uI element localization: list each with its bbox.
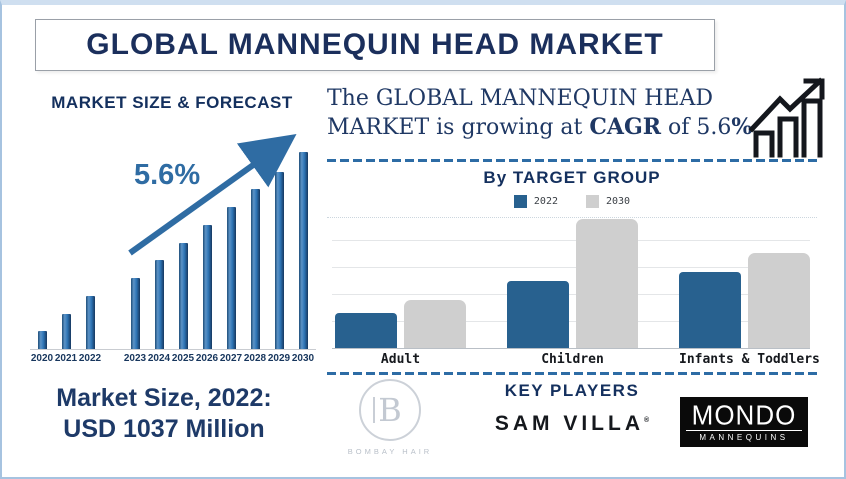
forecast-bar-group: 2027 <box>219 133 243 365</box>
category-label: Children <box>541 352 604 367</box>
market-size-line2: USD 1037 Million <box>63 415 265 443</box>
forecast-bar <box>274 171 284 349</box>
bombay-hair-monogram: B <box>373 391 402 429</box>
target-group-legend: 2022 2030 <box>327 195 817 208</box>
year-tick-label: 2021 <box>54 353 78 364</box>
forecast-bar <box>202 224 212 349</box>
bombay-hair-monogram-circle: B <box>359 379 421 441</box>
key-players-heading: KEY PLAYERS <box>504 381 640 400</box>
market-size-callout: Market Size, 2022: USD 1037 Million <box>20 383 308 445</box>
forecast-bar <box>298 152 308 349</box>
year-tick-label: 2028 <box>243 353 267 364</box>
bombay-hair-wordmark: BOMBAY HAIR <box>347 447 433 456</box>
category-label: Infants & Toddlers <box>679 352 820 367</box>
year-tick-label: 2024 <box>147 353 171 364</box>
year-tick-label: 2025 <box>171 353 195 364</box>
forecast-baseline <box>30 349 316 350</box>
target-group-bar-2030 <box>576 219 638 348</box>
forecast-bar-group: 2030 <box>291 133 315 365</box>
legend-swatch <box>513 195 527 208</box>
target-group-bar-2022 <box>335 313 397 348</box>
bar-group <box>335 300 466 348</box>
year-tick-label: 2022 <box>78 353 102 364</box>
legend-item: 2030 <box>586 195 630 208</box>
year-tick-label: 2030 <box>291 353 315 364</box>
market-size-forecast-heading: MARKET SIZE & FORECAST <box>51 93 293 112</box>
bar-group <box>507 219 638 348</box>
cagr-growth-label: 5.6% <box>134 159 201 191</box>
legend-item: 2022 <box>513 195 558 208</box>
year-tick-label: 2027 <box>219 353 243 364</box>
forecast-bar-group: 2021 <box>54 133 78 365</box>
market-size-line1: Market Size, 2022: <box>56 384 272 412</box>
cagr-pct-bold: % <box>731 114 753 140</box>
target-group-bar-2030 <box>748 252 810 348</box>
target-group-chart <box>332 219 810 349</box>
forecast-bar-group: 2023 <box>123 133 147 365</box>
target-group-heading: By TARGET GROUP <box>483 168 661 187</box>
forecast-bar-group: 2020 <box>30 133 54 365</box>
legend-label: 2022 <box>533 196 558 207</box>
bombay-hair-logo: B BOMBAY HAIR <box>342 379 438 456</box>
title-box: GLOBAL MANNEQUIN HEAD MARKET <box>35 19 715 71</box>
forecast-bars: 2020 2021 2022 2023 2024 2025 2026 2027 2028 2029… <box>30 133 320 365</box>
cagr-sentence: The GLOBAL MANNEQUIN HEAD MARKET is growi… <box>327 85 767 142</box>
cagr-line2-mid: of 5.6 <box>661 115 732 140</box>
year-tick-label: 2026 <box>195 353 219 364</box>
forecast-bar <box>226 207 236 349</box>
category-label: Adult <box>380 352 421 367</box>
bar-group <box>679 252 810 348</box>
legend-swatch <box>586 195 599 208</box>
dashed-divider-top <box>327 159 817 162</box>
forecast-bar <box>130 278 140 349</box>
cagr-bold: CAGR <box>589 114 662 140</box>
year-tick-label: 2020 <box>30 353 54 364</box>
cagr-line2-pre: MARKET is growing at <box>327 115 590 140</box>
mondo-divider-line <box>686 430 802 431</box>
dotted-divider <box>327 217 817 218</box>
target-group-bar-2022 <box>507 280 569 348</box>
registered-trademark-icon: ® <box>644 417 650 424</box>
sam-villa-logo: SAM VILLA® <box>484 412 660 436</box>
cagr-line1: The GLOBAL MANNEQUIN HEAD <box>327 86 713 111</box>
mannequins-wordmark: MANNEQUINS <box>699 433 789 442</box>
forecast-bar <box>178 242 188 349</box>
forecast-bar-group: 2028 <box>243 133 267 365</box>
target-group-bar-2030 <box>404 300 466 348</box>
market-size-forecast-chart: 2020 2021 2022 2023 2024 2025 2026 2027 2028 2029… <box>30 133 320 365</box>
year-tick-label: 2029 <box>267 353 291 364</box>
forecast-bar <box>154 260 164 349</box>
forecast-bar-group: 2029 <box>267 133 291 365</box>
forecast-bar <box>61 313 71 349</box>
forecast-bar-group: 2025 <box>171 133 195 365</box>
forecast-bar-group: 2026 <box>195 133 219 365</box>
forecast-bar <box>250 189 260 349</box>
mondo-mannequins-logo: MONDO MANNEQUINS <box>680 397 808 447</box>
page-title: GLOBAL MANNEQUIN HEAD MARKET <box>86 28 664 61</box>
sam-villa-wordmark: SAM VILLA <box>494 412 644 435</box>
forecast-bar <box>85 295 95 349</box>
mondo-wordmark: MONDO <box>691 399 797 431</box>
dashed-divider-bottom <box>327 372 817 375</box>
forecast-bar-group: 2024 <box>147 133 171 365</box>
target-group-category-labels: Adult Children Infants & Toddlers <box>332 352 820 367</box>
target-group-bar-2022 <box>679 271 741 348</box>
forecast-bar-group: 2022 <box>78 133 102 365</box>
year-tick-label: 2023 <box>123 353 147 364</box>
legend-label: 2030 <box>606 196 631 207</box>
trending-bar-chart-icon <box>748 77 825 158</box>
forecast-bar <box>37 331 47 349</box>
